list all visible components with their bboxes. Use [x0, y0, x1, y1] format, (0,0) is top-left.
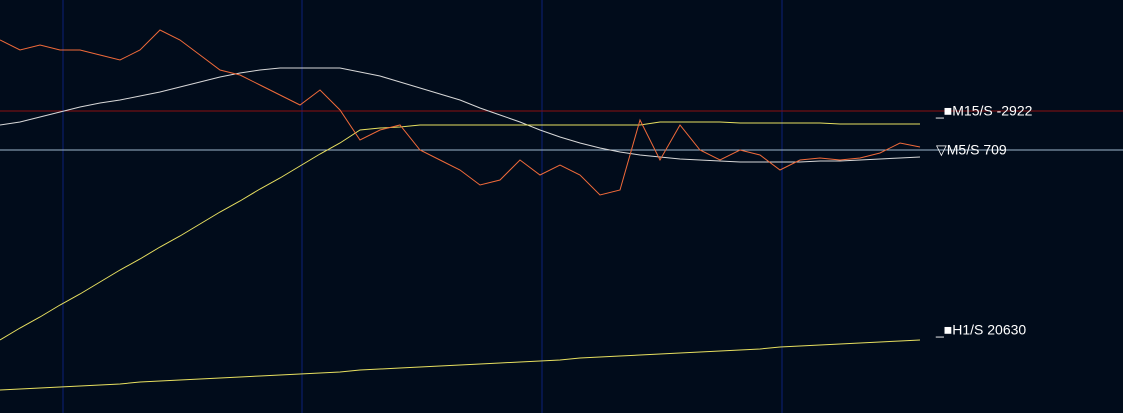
- level-label: ▽M5/S 709: [936, 142, 1007, 158]
- series-line: [0, 67, 921, 163]
- series-line: [0, 29, 921, 196]
- series-line: [0, 121, 920, 341]
- level-label: _■H1/S 20630: [935, 322, 1026, 338]
- series-line: [0, 339, 921, 391]
- level-label: _■M15/S -2922: [935, 103, 1033, 119]
